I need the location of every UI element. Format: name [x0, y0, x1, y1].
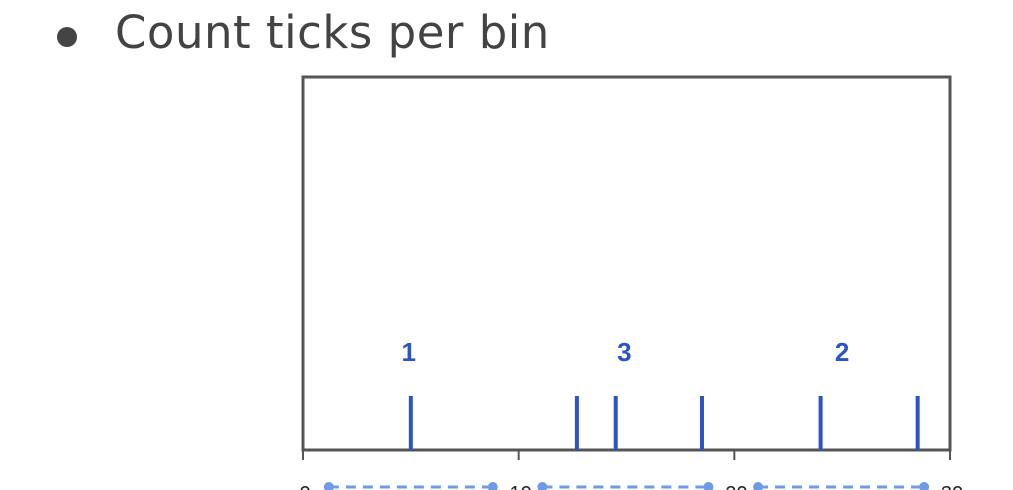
plot-frame: [301, 75, 952, 452]
bin-range: [537, 482, 714, 490]
slide-bullet-text: Count ticks per bin: [115, 6, 550, 59]
bin-count-label: 2: [835, 337, 849, 367]
bin-range-end-dot: [487, 482, 498, 490]
data-ticks: [408, 396, 920, 450]
bin-range-start-dot: [537, 482, 548, 490]
bin-range-start-dot: [323, 482, 334, 490]
bin-count-label: 1: [401, 337, 415, 367]
bin-range: [323, 482, 498, 490]
axis-tick-label: 10: [510, 483, 532, 490]
axis-tick-label: 20: [725, 483, 747, 490]
bin-range-start-dot: [753, 482, 764, 490]
bin-range-end-dot: [703, 482, 714, 490]
x-axis-ticks: 0 10 20 30: [299, 450, 963, 490]
bin-ranges: [323, 482, 930, 490]
bin-range: [753, 482, 930, 490]
bullet-dot: [57, 27, 77, 47]
axis-tick-label: 0: [299, 483, 310, 490]
bin-range-end-dot: [919, 482, 930, 490]
bin-count-label: 3: [617, 337, 631, 367]
bin-counts: 1 3 2: [401, 337, 849, 367]
axis-tick-label: 30: [941, 483, 963, 490]
